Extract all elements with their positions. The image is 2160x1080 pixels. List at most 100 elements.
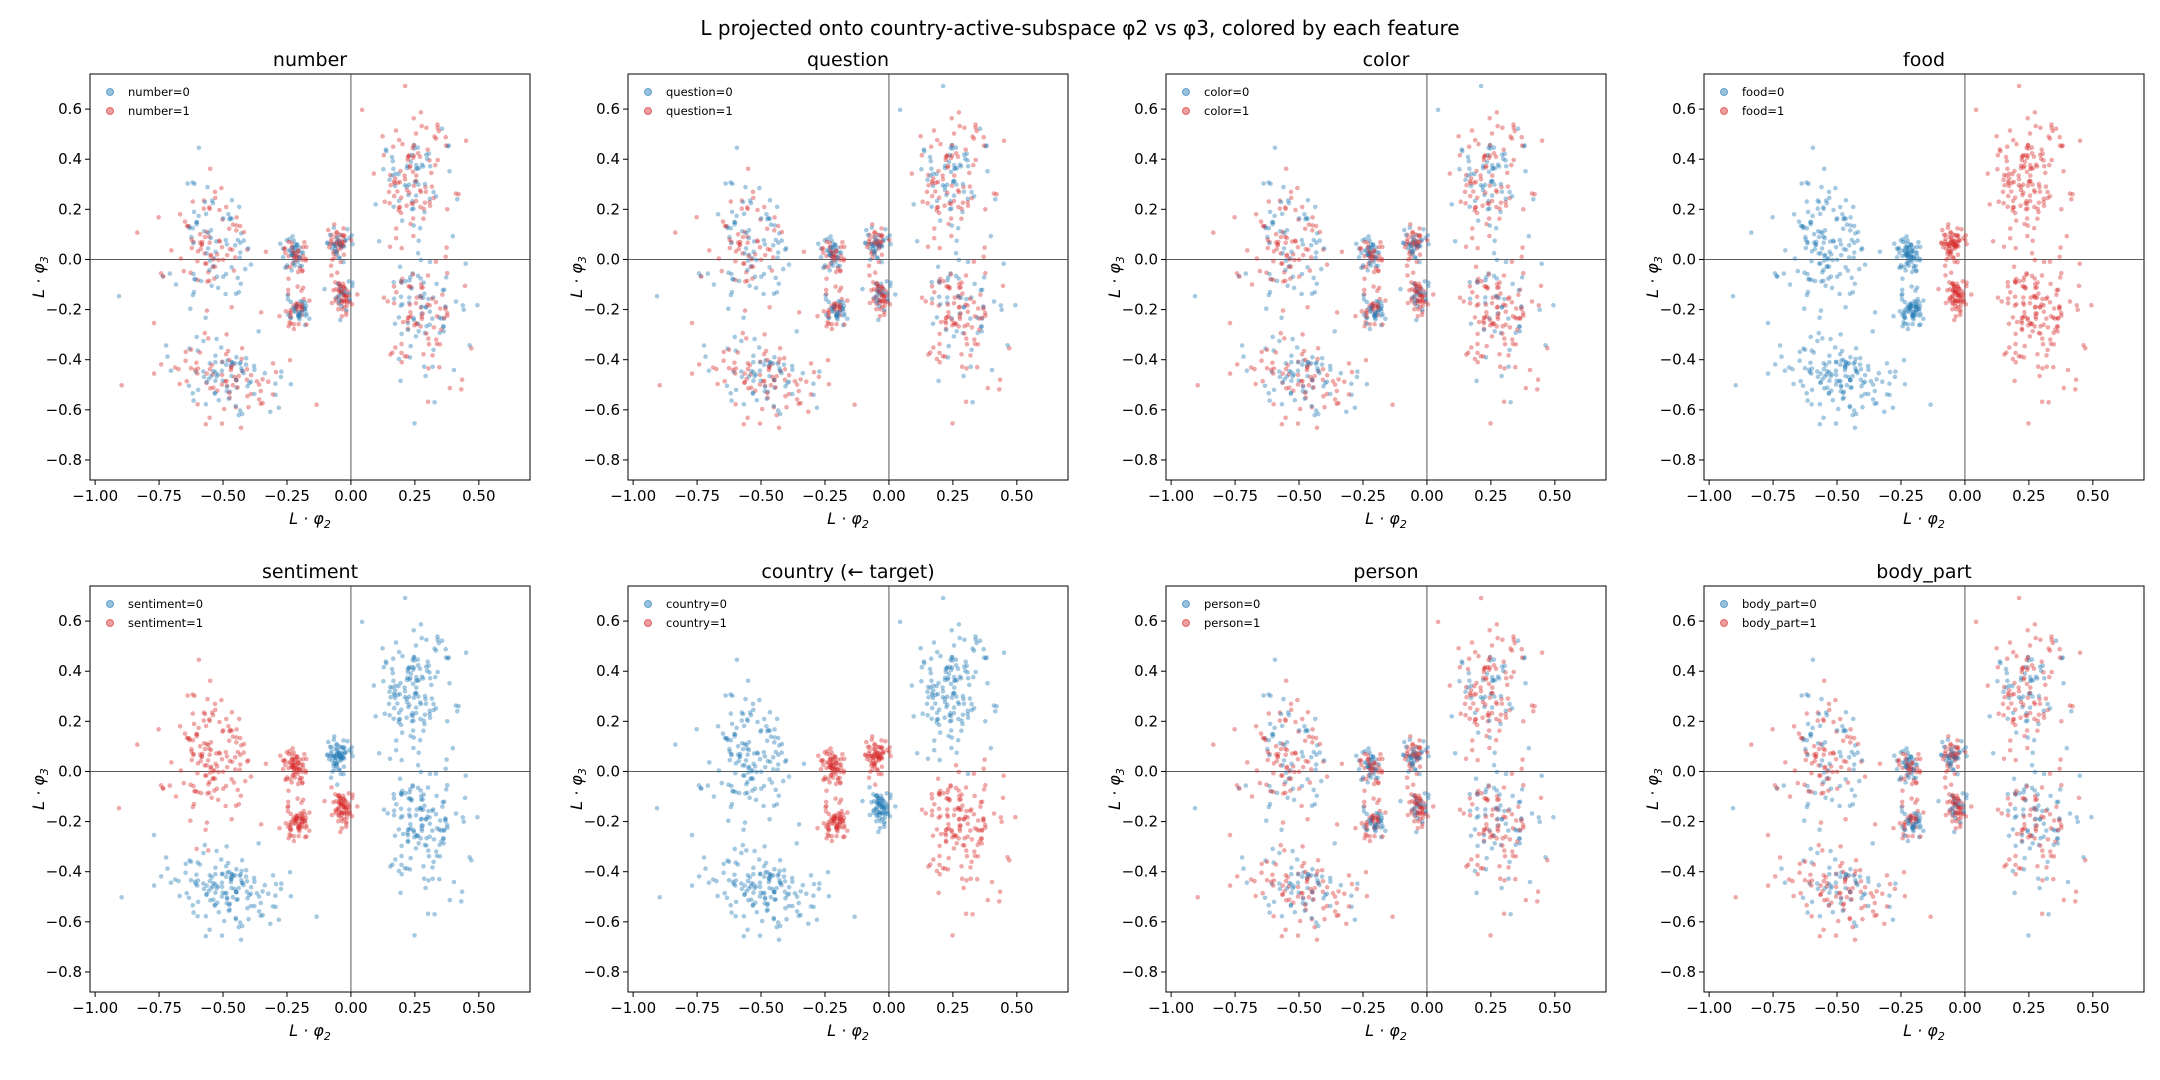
point-class1 (1278, 251, 1283, 256)
point-class0 (411, 206, 416, 211)
point-class1 (447, 385, 453, 391)
point-class1 (1278, 234, 1284, 240)
point-class1 (290, 746, 295, 751)
point-class0 (409, 286, 414, 291)
point-class0 (1866, 367, 1871, 373)
point-class1 (953, 151, 959, 156)
point-class0 (929, 678, 934, 684)
point-class1 (337, 289, 342, 294)
point-class0 (1832, 345, 1838, 350)
point-class1 (835, 255, 840, 260)
point-class1 (744, 376, 749, 382)
point-class0 (865, 232, 871, 238)
point-class1 (1946, 222, 1951, 227)
point-class1 (1478, 176, 1484, 182)
point-class0 (874, 300, 880, 305)
point-class1 (329, 812, 335, 818)
point-class0 (943, 669, 949, 675)
point-class1 (829, 326, 835, 332)
point-class0 (1848, 223, 1853, 228)
point-class0 (736, 758, 742, 764)
point-class0 (1837, 204, 1843, 210)
point-class1 (2008, 289, 2013, 295)
point-class1 (1956, 290, 1962, 296)
point-class0 (390, 158, 396, 164)
point-class0 (349, 233, 355, 238)
point-class1 (1472, 356, 1478, 362)
point-class0 (770, 886, 775, 892)
point-class1 (874, 237, 879, 242)
point-class0 (940, 688, 946, 694)
point-class1 (1469, 128, 1475, 133)
point-class1 (399, 341, 404, 347)
point-class0 (216, 909, 222, 915)
point-class1 (213, 707, 218, 713)
point-class0 (729, 398, 734, 403)
point-class0 (219, 884, 225, 890)
point-class1 (1948, 238, 1954, 244)
point-class0 (241, 238, 246, 243)
point-class0 (421, 876, 427, 881)
point-class0 (1266, 391, 1271, 396)
point-class0 (733, 899, 739, 905)
point-class0 (1262, 383, 1268, 389)
point-class0 (419, 304, 425, 310)
point-class0 (728, 292, 734, 298)
point-class1 (2075, 307, 2080, 313)
point-class1 (202, 251, 207, 256)
point-class0 (1486, 271, 1491, 276)
point-class1 (745, 206, 750, 212)
point-class0 (764, 908, 770, 914)
point-class0 (1905, 238, 1910, 243)
point-class1 (825, 320, 830, 325)
point-class1 (287, 822, 292, 828)
point-class0 (415, 762, 421, 768)
point-class1 (298, 811, 303, 816)
point-class1 (736, 246, 742, 252)
point-class0 (1398, 286, 1403, 292)
point-class0 (252, 391, 257, 397)
point-class1 (772, 378, 777, 383)
point-class1 (2041, 322, 2046, 327)
point-class1 (2007, 345, 2012, 350)
point-class1 (304, 834, 309, 839)
point-class0 (794, 909, 800, 914)
point-class1 (408, 314, 414, 319)
point-class1 (1409, 296, 1414, 302)
point-class0 (742, 773, 747, 778)
point-class0 (1287, 263, 1292, 269)
point-class1 (1494, 189, 1500, 195)
point-class0 (1905, 254, 1911, 260)
point-class1 (1516, 292, 1521, 297)
point-class1 (295, 284, 300, 289)
point-class0 (218, 857, 224, 862)
point-class0 (334, 240, 340, 245)
point-class1 (1315, 346, 1321, 351)
point-class1 (733, 277, 738, 283)
point-class1 (210, 264, 216, 270)
point-class0 (213, 871, 218, 877)
point-class1 (777, 356, 782, 362)
point-class1 (418, 204, 423, 210)
point-class1 (1376, 268, 1381, 273)
point-class0 (951, 710, 957, 716)
point-class0 (324, 752, 330, 757)
point-class1 (2041, 196, 2047, 202)
point-class1 (294, 814, 299, 820)
point-class0 (954, 678, 960, 683)
point-class1 (300, 762, 306, 767)
point-class0 (437, 827, 442, 832)
point-class1 (298, 304, 304, 310)
point-class0 (447, 897, 453, 903)
point-class0 (1838, 332, 1843, 337)
point-class0 (1370, 302, 1375, 308)
point-class0 (343, 286, 348, 292)
point-class0 (703, 866, 708, 871)
point-class0 (794, 329, 799, 334)
point-class1 (410, 216, 416, 221)
point-class0 (1328, 391, 1333, 397)
point-class0 (453, 703, 459, 708)
point-class1 (335, 793, 341, 799)
point-class1 (1949, 281, 1955, 287)
point-class1 (1510, 314, 1516, 319)
